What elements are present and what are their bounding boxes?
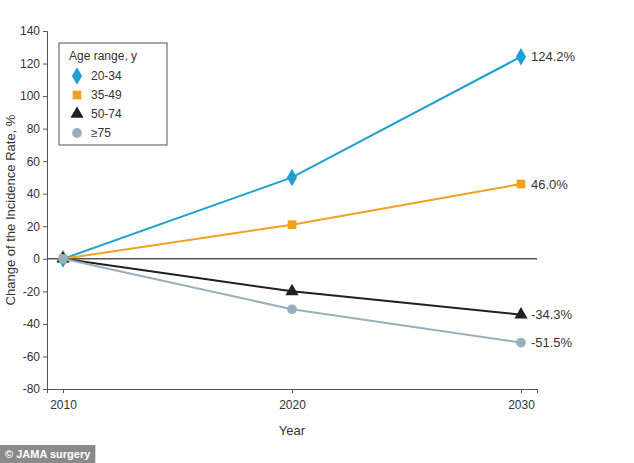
x-axis-title: Year	[279, 423, 306, 438]
x-tick: 2020	[279, 389, 306, 412]
y-tick-label: 100	[20, 89, 40, 103]
series-line	[63, 184, 521, 259]
series-marker	[516, 338, 526, 348]
y-tick-label: 60	[27, 155, 41, 169]
y-tick-mark	[43, 389, 47, 390]
series-marker	[288, 220, 297, 229]
legend-label: 20-34	[91, 69, 122, 83]
series-marker	[516, 48, 526, 66]
x-tick: 2010	[50, 389, 77, 412]
y-tick-mark	[43, 96, 47, 97]
series-marker	[59, 254, 68, 263]
series-marker	[517, 180, 526, 189]
y-tick-mark	[43, 291, 47, 292]
data-label: -51.5%	[531, 335, 573, 350]
legend-label: 50-74	[91, 107, 122, 121]
series-marker	[287, 169, 297, 187]
x-tick-mark	[63, 389, 64, 393]
y-tick-mark	[43, 161, 47, 162]
legend-label: 35-49	[91, 88, 122, 102]
y-tick-mark	[43, 356, 47, 357]
y-tick: -60	[23, 350, 47, 364]
y-tick-label: 0	[33, 252, 40, 266]
y-tick-label: -20	[23, 285, 41, 299]
y-tick: -40	[23, 317, 47, 331]
data-label: 46.0%	[531, 177, 568, 192]
x-axis: 2010 2020 2030	[48, 389, 538, 412]
x-tick-mark	[292, 389, 293, 393]
y-tick: 120	[20, 57, 47, 71]
legend-marker	[72, 128, 82, 138]
y-tick-label: -60	[23, 350, 41, 364]
y-tick: 100	[20, 89, 47, 103]
y-tick-mark	[43, 194, 47, 195]
y-tick: 20	[27, 220, 47, 234]
y-tick-label: -40	[23, 317, 41, 331]
legend-marker	[72, 67, 82, 85]
y-axis-title: Change of the Incidence Rate, %	[3, 114, 18, 305]
x-tick-label: 2020	[279, 398, 306, 412]
y-tick: 60	[27, 155, 47, 169]
y-tick: 40	[27, 187, 47, 201]
zero-line	[47, 258, 537, 260]
legend-marker	[70, 106, 83, 117]
legend: Age range, y 20-34 35-49 50-74 ≥75	[59, 43, 167, 145]
legend-label: ≥75	[91, 126, 111, 140]
y-tick-mark	[43, 129, 47, 130]
series-marker	[287, 304, 297, 314]
x-axis-line	[48, 390, 538, 394]
source: © JAMA surgery	[0, 445, 95, 463]
y-axis-line	[43, 32, 48, 390]
y-tick-label: 120	[20, 57, 40, 71]
legend-title: Age range, y	[69, 49, 137, 63]
y-tick-label: 20	[27, 220, 41, 234]
y-tick-mark	[43, 226, 47, 227]
chart: -80-60-40-200204060801001201402010202020…	[0, 0, 634, 463]
x-tick: 2030	[508, 389, 535, 412]
y-tick-mark	[43, 259, 47, 260]
y-tick: 140	[20, 24, 47, 38]
y-tick-mark	[43, 31, 47, 32]
legend-marker	[73, 91, 82, 100]
data-label: 124.2%	[531, 49, 576, 64]
y-axis: -80 -60 -40 -20 0 20 40 60 80 100 120 140	[20, 24, 48, 396]
y-tick: 0	[33, 252, 47, 266]
source-text: © JAMA surgery	[5, 448, 91, 460]
y-tick-label: 140	[20, 24, 40, 38]
source-background	[0, 445, 95, 463]
series-marker	[58, 254, 68, 264]
plot-area: -80-60-40-200204060801001201402010202020…	[20, 24, 576, 412]
y-tick-mark	[43, 324, 47, 325]
series-marker	[285, 284, 298, 295]
series-line	[63, 259, 521, 343]
x-tick-mark	[521, 389, 522, 393]
series-marker	[514, 307, 527, 318]
y-tick-mark	[43, 64, 47, 65]
legend-box	[59, 43, 167, 145]
series-line	[63, 259, 521, 315]
data-label: -34.3%	[531, 307, 573, 322]
x-tick-label: 2030	[508, 398, 535, 412]
y-tick-label: 40	[27, 187, 41, 201]
y-tick: 80	[27, 122, 47, 136]
x-tick-label: 2010	[50, 398, 77, 412]
y-tick-label: -80	[23, 382, 41, 396]
y-tick-label: 80	[27, 122, 41, 136]
y-tick: -80	[23, 382, 47, 396]
y-tick: -20	[23, 285, 47, 299]
